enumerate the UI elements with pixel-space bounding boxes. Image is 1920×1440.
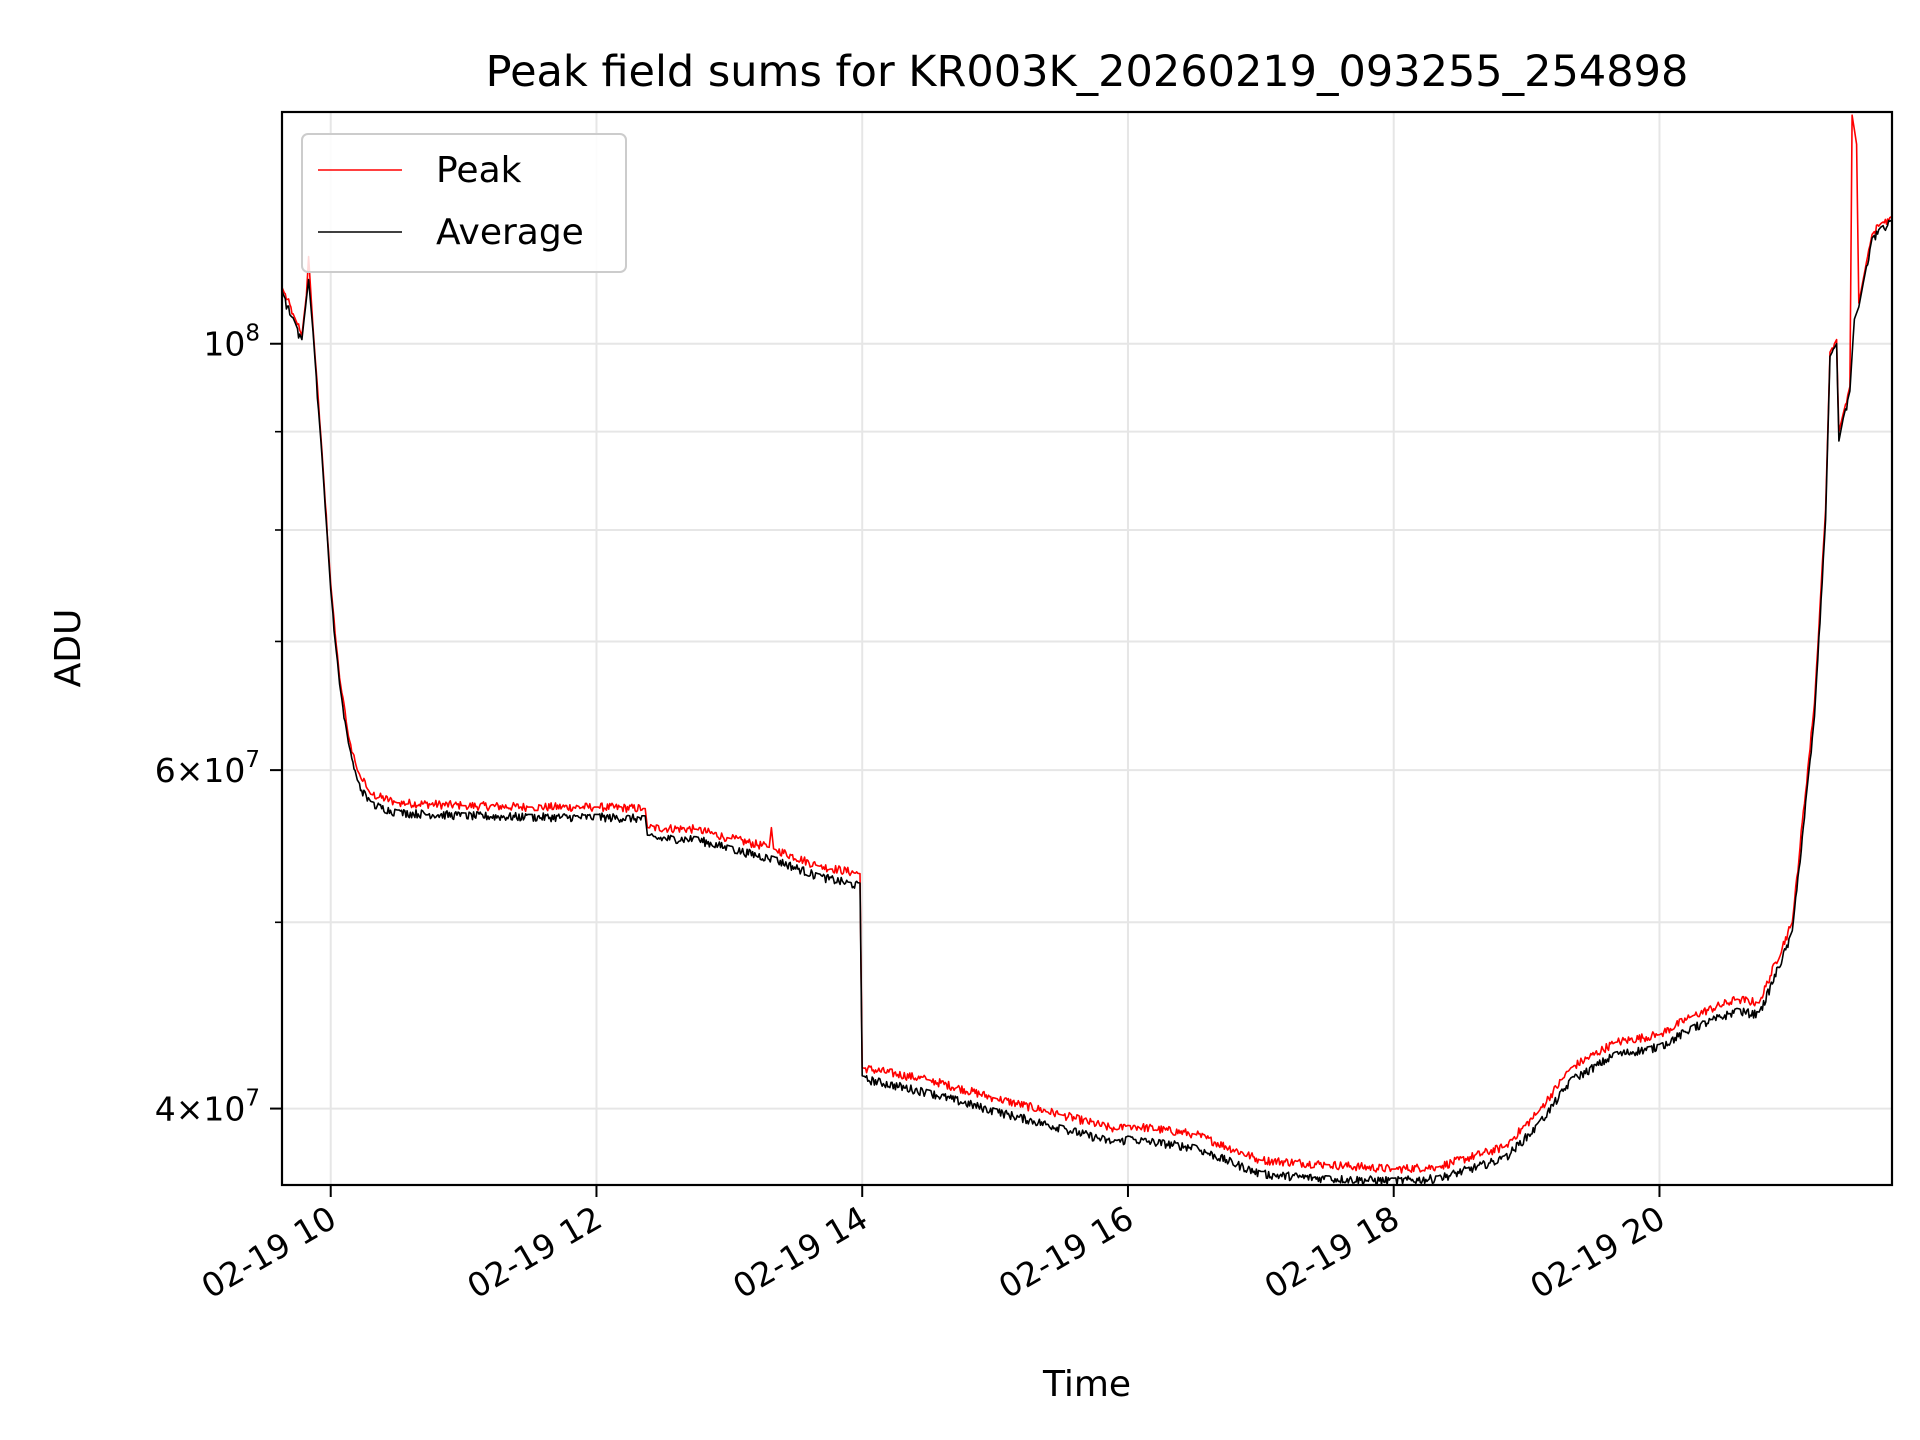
plot-area bbox=[281, 114, 1893, 1186]
legend: Peak Average bbox=[301, 133, 627, 273]
series-line-peak bbox=[281, 114, 1893, 1174]
y-axis-label: ADU bbox=[48, 609, 89, 688]
plot-frame bbox=[280, 110, 1894, 1187]
chart-title: Peak field sums for KR003K_20260219_0932… bbox=[486, 47, 1689, 97]
x-axis-label: Time bbox=[1042, 1364, 1131, 1405]
legend-label-average: Average bbox=[436, 212, 584, 253]
y-tick-label: 4×107 bbox=[155, 1086, 260, 1129]
legend-box bbox=[301, 133, 627, 273]
y-tick-label: 6×107 bbox=[155, 747, 260, 790]
series-line-average bbox=[281, 219, 1893, 1186]
y-tick-label: 108 bbox=[203, 321, 260, 364]
legend-label-peak: Peak bbox=[436, 150, 522, 191]
